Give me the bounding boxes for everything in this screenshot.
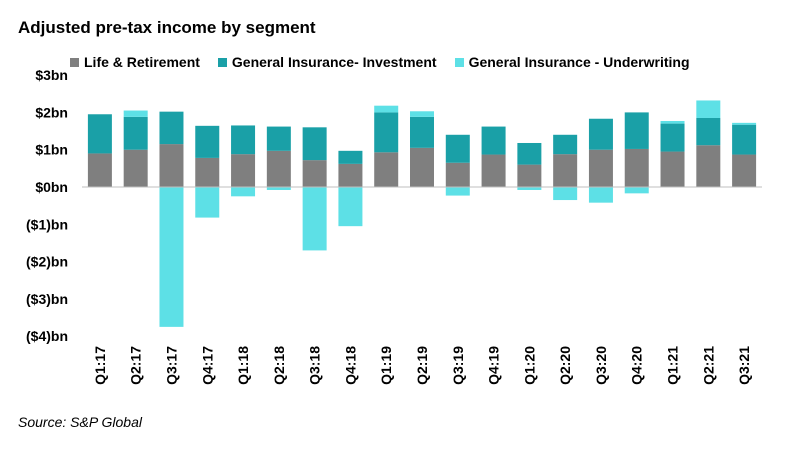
x-tick-label: Q4:18 xyxy=(342,346,358,385)
bar-gi-investment xyxy=(696,117,721,146)
bar-gi-underwriting xyxy=(231,187,256,197)
x-tick-label: Q2:21 xyxy=(700,346,716,385)
bar-gi-underwriting xyxy=(732,122,757,125)
x-tick-label: Q4:19 xyxy=(486,346,502,385)
x-tick-label: Q1:20 xyxy=(521,346,537,385)
y-tick-label: $1bn xyxy=(35,142,68,158)
bar-gi-underwriting xyxy=(302,187,327,251)
bar-life-retirement xyxy=(195,157,220,187)
y-tick-label: $0bn xyxy=(35,179,68,195)
bar-life-retirement xyxy=(231,154,256,187)
legend-swatch-life-retirement xyxy=(70,57,79,67)
bar-gi-investment xyxy=(553,134,578,155)
bar-gi-investment xyxy=(481,126,506,155)
legend-label-gi-investment: General Insurance- Investment xyxy=(231,54,437,70)
x-tick-label: Q1:21 xyxy=(665,346,681,385)
bar-gi-investment xyxy=(159,111,184,145)
bar-life-retirement xyxy=(588,149,613,187)
legend-label-gi-underwriting: General Insurance - Underwriting xyxy=(468,54,690,70)
bar-gi-underwriting xyxy=(660,120,685,124)
bar-gi-investment xyxy=(195,125,220,158)
x-tick-label: Q4:17 xyxy=(199,346,215,385)
bar-gi-underwriting xyxy=(159,187,184,327)
chart-title: Adjusted pre-tax income by segment xyxy=(18,18,316,37)
bar-life-retirement xyxy=(302,160,327,187)
bar-gi-investment xyxy=(123,116,148,150)
bar-gi-underwriting xyxy=(445,187,470,196)
bar-gi-underwriting xyxy=(374,105,399,113)
bar-life-retirement xyxy=(159,144,184,187)
x-tick-label: Q2:19 xyxy=(414,346,430,385)
legend: Life & Retirement General Insurance- Inv… xyxy=(70,54,690,70)
x-tick-label: Q3:21 xyxy=(736,346,752,385)
bar-gi-investment xyxy=(374,112,399,153)
bar-gi-investment xyxy=(87,114,112,154)
bar-gi-underwriting xyxy=(266,187,291,190)
bar-gi-underwriting xyxy=(588,187,613,203)
bar-gi-investment xyxy=(338,150,363,164)
bar-gi-investment xyxy=(517,142,542,165)
bar-gi-investment xyxy=(266,126,291,151)
bar-life-retirement xyxy=(123,149,148,187)
x-tick-label: Q2:17 xyxy=(128,346,144,385)
bar-life-retirement xyxy=(660,151,685,187)
bar-gi-underwriting xyxy=(338,187,363,227)
bar-gi-underwriting xyxy=(195,187,220,218)
bar-life-retirement xyxy=(517,164,542,187)
x-tick-label: Q2:20 xyxy=(557,346,573,385)
legend-entry-life-retirement: Life & Retirement xyxy=(70,54,200,70)
bar-life-retirement xyxy=(410,147,434,187)
legend-swatch-gi-investment xyxy=(217,57,227,67)
bar-gi-underwriting xyxy=(696,100,721,118)
x-tick-label: Q3:17 xyxy=(163,346,179,385)
bar-gi-underwriting xyxy=(517,187,542,190)
bar-life-retirement xyxy=(481,154,506,187)
source-note: Source: S&P Global xyxy=(18,414,142,430)
legend-swatch-gi-underwriting xyxy=(454,57,464,67)
bar-gi-underwriting xyxy=(553,187,578,201)
x-tick-label: Q4:20 xyxy=(629,346,645,385)
bar-gi-underwriting xyxy=(410,111,434,117)
bar-life-retirement xyxy=(624,148,649,187)
bar-gi-investment xyxy=(624,112,649,149)
x-tick-label: Q3:19 xyxy=(450,346,466,385)
bar-gi-investment xyxy=(410,116,434,148)
bar-life-retirement xyxy=(374,152,399,187)
bar-life-retirement xyxy=(445,162,470,187)
y-tick-label: ($1)bn xyxy=(26,216,68,232)
bar-life-retirement xyxy=(732,154,757,187)
bar-gi-investment xyxy=(660,123,685,152)
x-tick-label: Q2:18 xyxy=(271,346,287,385)
bar-gi-investment xyxy=(302,127,327,161)
bar-gi-investment xyxy=(445,134,470,163)
y-tick-label: $3bn xyxy=(35,67,68,83)
y-tick-label: ($3)bn xyxy=(26,291,68,307)
bar-life-retirement xyxy=(338,163,363,187)
bar-life-retirement xyxy=(266,150,291,187)
legend-label-life-retirement: Life & Retirement xyxy=(84,54,200,70)
y-tick-label: ($2)bn xyxy=(26,254,68,270)
x-tick-label: Q1:18 xyxy=(235,346,251,385)
bar-gi-underwriting xyxy=(624,187,649,194)
y-tick-label: ($4)bn xyxy=(26,328,68,344)
bar-gi-investment xyxy=(732,124,757,155)
legend-entry-gi-underwriting: General Insurance - Underwriting xyxy=(454,54,690,70)
bar-gi-underwriting xyxy=(123,110,148,117)
bar-life-retirement xyxy=(696,145,721,187)
x-tick-label: Q3:18 xyxy=(307,346,323,385)
x-tick-label: Q1:19 xyxy=(378,346,394,385)
x-tick-label: Q3:20 xyxy=(593,346,609,385)
x-tick-label: Q1:17 xyxy=(92,346,108,385)
y-tick-label: $2bn xyxy=(35,104,68,120)
bar-life-retirement xyxy=(553,154,578,187)
legend-entry-gi-investment: General Insurance- Investment xyxy=(217,54,437,70)
bar-gi-investment xyxy=(231,125,256,155)
bar-gi-investment xyxy=(588,118,613,150)
bar-life-retirement xyxy=(87,153,112,187)
